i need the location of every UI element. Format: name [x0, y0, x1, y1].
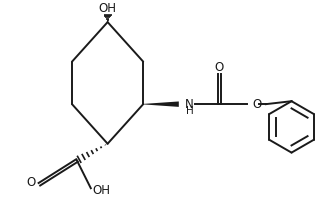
Text: O: O	[215, 61, 224, 74]
Text: O: O	[252, 98, 261, 111]
Text: N: N	[185, 98, 194, 111]
Polygon shape	[143, 101, 179, 107]
Text: O: O	[27, 176, 36, 189]
Text: OH: OH	[98, 2, 117, 15]
Text: OH: OH	[93, 184, 111, 197]
Text: H: H	[186, 106, 193, 116]
